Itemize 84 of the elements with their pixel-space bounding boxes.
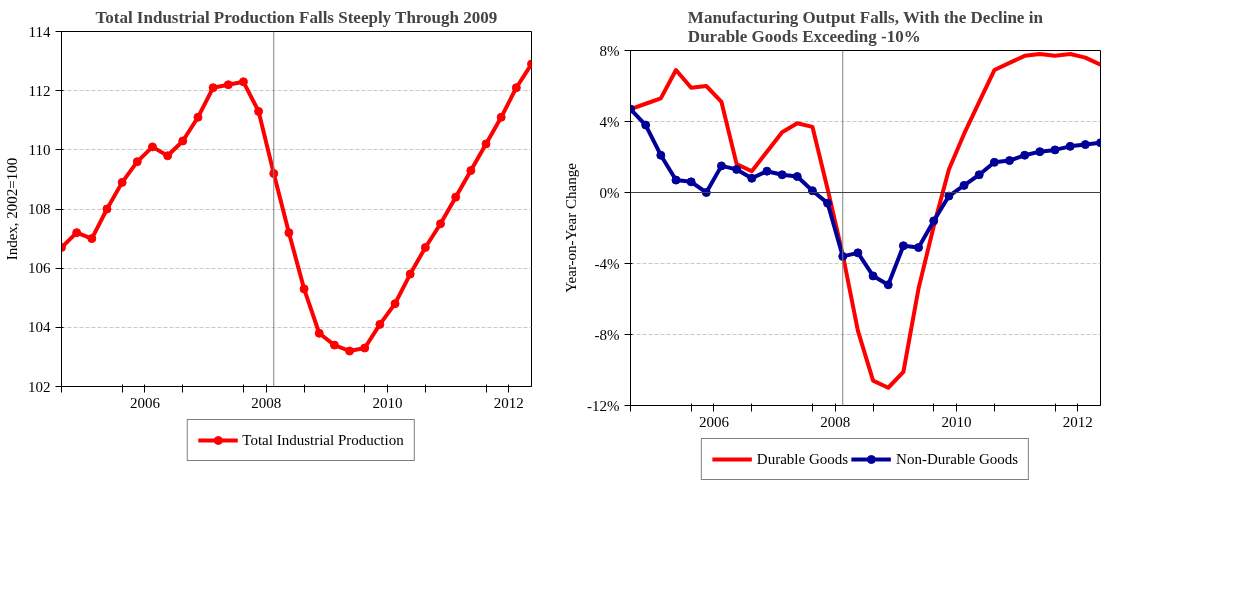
point — [420, 242, 430, 252]
point — [1005, 156, 1015, 166]
point — [747, 173, 757, 183]
point — [117, 177, 127, 187]
x-tick-label: 2012 — [1062, 413, 1093, 430]
legend-label: Non-Durable Goods — [896, 450, 1019, 468]
point — [974, 170, 984, 180]
y-axis-title: Year-on-Year Change — [563, 162, 580, 293]
point — [254, 106, 264, 116]
point — [883, 280, 893, 290]
y-tick-label: -4% — [594, 255, 620, 272]
x-tick-label: 2010 — [372, 394, 403, 411]
point — [193, 112, 203, 122]
point — [375, 319, 385, 329]
point — [390, 299, 400, 309]
point — [959, 180, 969, 190]
x-tick-label: 2006 — [129, 394, 161, 411]
y-axis-title: Index, 2002=100 — [4, 157, 20, 261]
point — [944, 191, 954, 201]
point — [777, 170, 787, 180]
point — [914, 243, 924, 253]
point — [436, 219, 446, 229]
point — [762, 166, 772, 176]
point — [929, 216, 939, 226]
point — [405, 269, 415, 279]
y-tick-label: 106 — [28, 260, 51, 277]
point — [732, 164, 742, 174]
point — [284, 228, 294, 238]
legend-label: Durable Goods — [756, 450, 849, 468]
point — [716, 161, 726, 171]
point — [898, 241, 908, 251]
point — [147, 142, 157, 152]
legend-label: Total Industrial Production — [242, 431, 404, 449]
x-tick-label: 2010 — [941, 413, 972, 430]
y-tick-label: 108 — [28, 201, 51, 217]
point — [132, 157, 142, 167]
point — [989, 157, 999, 167]
y-tick-label: -12% — [587, 397, 620, 414]
chart-title: Total Industrial Production Falls Steeply Through 2009 — [95, 7, 498, 27]
point — [511, 83, 521, 93]
point — [1020, 150, 1030, 160]
point — [163, 151, 173, 161]
point — [1035, 147, 1045, 157]
point — [238, 77, 248, 87]
y-tick-label: -8% — [594, 326, 620, 343]
point — [314, 328, 324, 338]
x-tick-label: 2006 — [698, 413, 730, 430]
point — [641, 120, 651, 130]
point — [466, 166, 476, 176]
point — [496, 112, 506, 122]
y-tick-label: 112 — [28, 82, 51, 99]
chart-title: Manufacturing Output Falls, With the Decline in Durable Goods Exceeding -10% — [687, 7, 1044, 46]
point — [299, 284, 309, 294]
point — [792, 172, 802, 182]
point — [481, 139, 491, 149]
point — [1050, 145, 1060, 155]
y-tick-label: 102 — [28, 378, 51, 395]
point — [868, 271, 878, 281]
point — [360, 343, 370, 353]
point — [451, 192, 461, 202]
point — [686, 177, 696, 187]
point — [823, 198, 833, 208]
y-tick-label: 114 — [28, 23, 51, 40]
x-tick-label: 2008 — [820, 413, 851, 430]
point — [178, 136, 188, 146]
point — [671, 175, 681, 185]
y-tick-label: 4% — [599, 113, 620, 130]
x-tick-label: 2012 — [493, 394, 524, 411]
point — [72, 228, 82, 238]
y-tick-label: 0% — [599, 184, 620, 201]
point — [87, 234, 97, 244]
y-tick-label: 110 — [28, 141, 51, 158]
y-tick-label: 8% — [599, 42, 620, 59]
point — [853, 248, 863, 258]
y-tick-label: 104 — [28, 319, 51, 336]
point — [329, 340, 339, 350]
x-tick-label: 2008 — [251, 394, 282, 411]
point — [345, 346, 355, 356]
point — [208, 83, 218, 93]
point — [656, 150, 666, 160]
point — [1080, 140, 1090, 150]
point — [1065, 141, 1075, 151]
point — [223, 80, 233, 90]
point — [102, 204, 112, 214]
